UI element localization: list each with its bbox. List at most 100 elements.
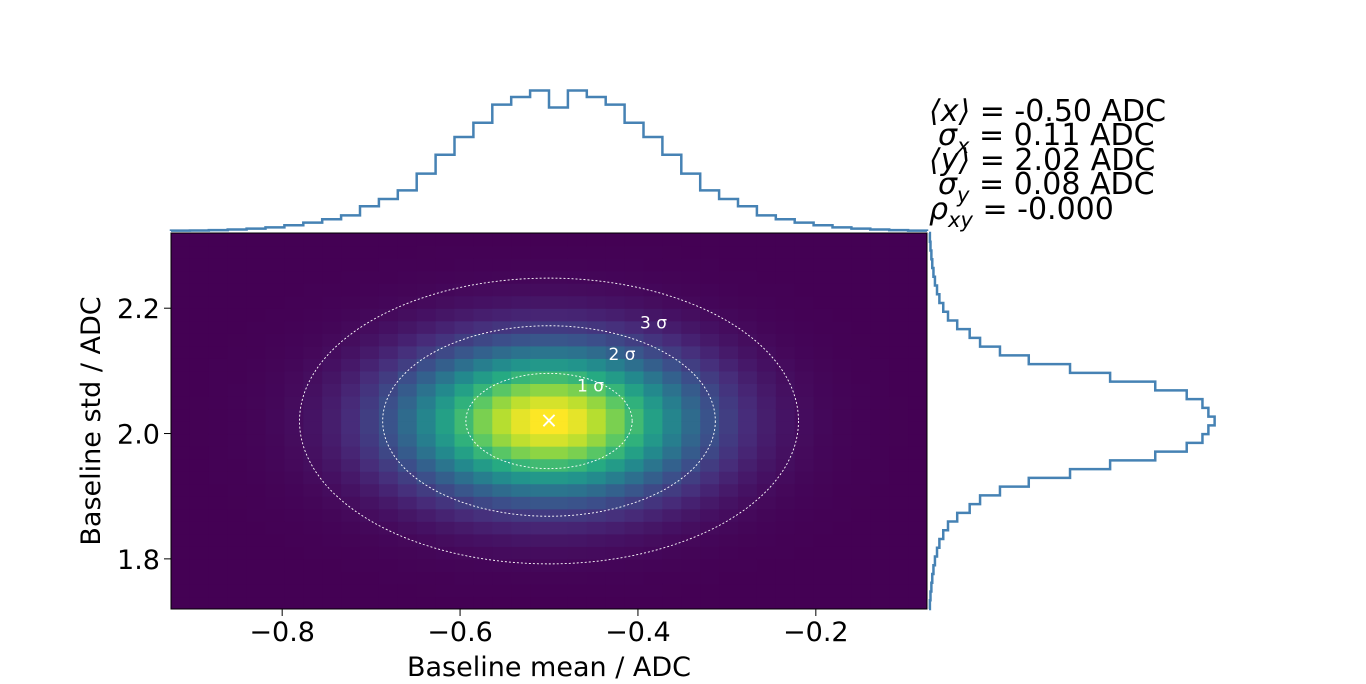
heatmap-cell [775,483,796,497]
heatmap-cell [341,533,361,547]
heatmap-cell [265,308,285,322]
heatmap-cell [284,295,304,309]
heatmap-cell [567,383,588,397]
heatmap-cell [227,458,248,472]
heatmap-cell [208,358,229,372]
heatmap-cell [624,245,645,259]
heatmap-cell [756,333,777,347]
heatmap-cell [624,370,645,384]
heatmap-cell [303,508,323,522]
heatmap-cell [435,258,456,272]
heatmap-cell [681,345,701,359]
heatmap-cell [284,458,304,472]
heatmap-cell [189,245,210,259]
heatmap-cell [738,596,758,609]
x-tick-label: −0.8 [249,617,315,648]
heatmap-cell [662,270,682,284]
heatmap-cell [511,546,531,560]
heatmap-cell [851,245,871,259]
heatmap-cell [189,483,210,497]
heatmap-cell [681,433,701,447]
heatmap-cell [265,446,285,460]
heatmap-cell [567,395,588,410]
heatmap-cell [511,395,531,410]
stat-rho-xy-symbol: ρ [929,192,948,227]
heatmap-cell [851,421,871,435]
heatmap-cell [870,283,890,297]
heatmap-cell [775,596,796,609]
heatmap-cell [643,358,663,372]
heatmap-cell [719,408,739,422]
heatmap-cell [265,571,285,585]
heatmap-cell [246,295,267,309]
heatmap-cell [851,521,871,535]
heatmap-cell [473,483,493,497]
heatmap-cell [265,283,285,297]
heatmap-cell [378,370,399,384]
stat-sigma-y: σy = 0.08 ADC [938,167,1155,207]
heatmap-cell [643,320,663,334]
heatmap-cell [549,483,569,497]
heatmap-cell [813,333,834,347]
heatmap-cell [549,433,569,447]
heatmap-cell [246,345,267,359]
heatmap-cell [851,458,871,472]
heatmap-cell [889,571,909,585]
heatmap-cell [265,508,285,522]
heatmap-cell [738,471,758,485]
heatmap-cell [435,333,456,347]
heatmap-cell [530,433,550,447]
heatmap-cell [794,383,815,397]
heatmap-cell [586,233,607,247]
heatmap-cell [662,433,682,447]
heatmap-cell [473,333,493,347]
heatmap-cell [227,345,248,359]
heatmap-cell [227,571,248,585]
heatmap-cell [473,446,493,460]
heatmap-cell [794,358,815,372]
heatmap-cell [908,233,927,247]
heatmap-cell [662,583,682,598]
heatmap-cell [813,358,834,372]
heatmap-cell [889,283,909,297]
heatmap-cell [889,345,909,359]
heatmap-cell [775,546,796,560]
heatmap-cell [605,596,626,609]
heatmap-cell [416,421,437,435]
heatmap-cell [265,421,285,435]
heatmap-cell [889,483,909,497]
heatmap-cell [435,358,456,372]
heatmap-cell [378,583,399,598]
heatmap-cell [492,308,512,322]
heatmap-cell [303,283,323,297]
heatmap-cell [492,521,512,535]
heatmap-cell [851,533,871,547]
heatmap-cell [567,471,588,485]
heatmap-cell [303,258,323,272]
heatmap-cell [756,345,777,359]
heatmap-cell [870,508,890,522]
heatmap-cell [397,233,418,247]
heatmap-cell [662,308,682,322]
heatmap-cell [492,258,512,272]
heatmap-cell [832,496,852,510]
heatmap-cell [775,283,796,297]
heatmap-cell [492,295,512,309]
heatmap-cell [586,546,607,560]
heatmap-cell [549,370,569,384]
heatmap-cell [511,458,531,472]
heatmap-cell [738,408,758,422]
stats-block: ⟨x⟩ = -0.50 ADC σx = 0.11 ADC ⟨y⟩ = 2.02… [929,94,1166,232]
heatmap-cell [908,508,927,522]
heatmap-cell [341,395,361,410]
heatmap-cell [435,508,456,522]
heatmap-cell [265,345,285,359]
heatmap-cell [586,383,607,397]
heatmap-cell [832,333,852,347]
heatmap-cell [378,458,399,472]
heatmap-cell [643,546,663,560]
heatmap-cell [756,596,777,609]
heatmap-cell [889,583,909,598]
heatmap-cell [775,458,796,472]
heatmap-cell [322,308,342,322]
